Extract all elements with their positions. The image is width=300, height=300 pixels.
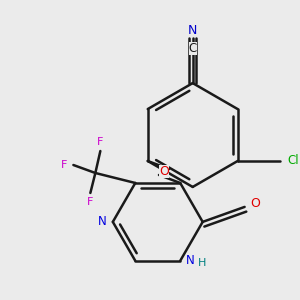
Text: Cl: Cl [288,154,299,167]
Text: N: N [188,24,197,37]
Text: N: N [186,254,195,267]
Text: F: F [61,160,68,170]
Text: C: C [189,42,197,55]
Text: F: F [97,137,103,147]
Text: F: F [87,197,94,207]
Text: O: O [159,166,169,178]
Text: N: N [98,215,107,228]
Text: O: O [251,197,260,210]
Text: H: H [198,258,207,268]
